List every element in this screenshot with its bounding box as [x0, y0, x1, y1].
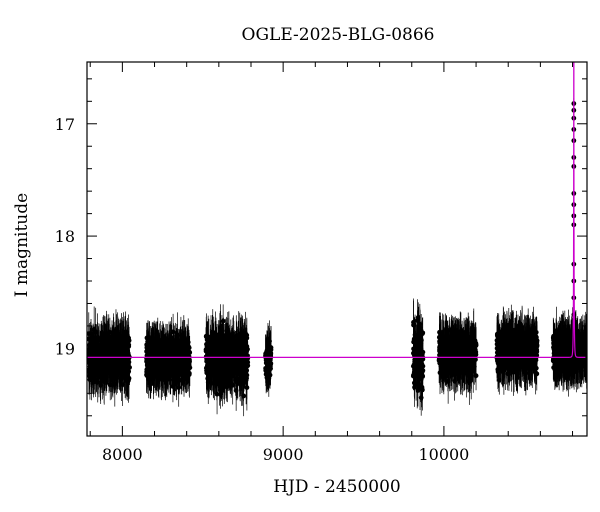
data-point	[114, 329, 120, 335]
data-point	[166, 362, 172, 368]
data-point	[121, 359, 127, 365]
data-point	[95, 369, 101, 374]
data-point	[102, 337, 108, 343]
data-point	[186, 363, 192, 369]
data-point	[156, 377, 162, 383]
data-point	[154, 352, 160, 358]
data-point	[179, 372, 185, 378]
data-point	[87, 360, 92, 365]
data-point	[90, 345, 96, 351]
data-point	[114, 364, 120, 370]
data-point	[208, 335, 214, 341]
data-point	[268, 350, 274, 356]
y-tick-label: 18	[55, 227, 75, 246]
data-point	[91, 355, 96, 361]
data-point	[227, 359, 233, 365]
data-point	[106, 366, 112, 371]
data-point	[243, 347, 249, 353]
data-point	[214, 344, 219, 350]
data-point	[176, 385, 182, 390]
data-point	[223, 360, 229, 366]
data-point	[87, 352, 93, 358]
data-point	[169, 351, 174, 357]
data-point	[265, 347, 271, 353]
data-point	[240, 343, 246, 349]
data-point	[236, 360, 242, 366]
data-point	[419, 363, 425, 369]
data-point	[266, 368, 272, 374]
data-point	[120, 339, 126, 345]
data-point	[149, 363, 155, 369]
data-point	[173, 371, 179, 377]
data-point	[413, 381, 419, 387]
data-point	[209, 361, 214, 366]
data-point	[107, 382, 113, 388]
x-tick-label: 8000	[102, 445, 143, 464]
data-point	[411, 339, 417, 345]
y-tick-label: 19	[55, 339, 75, 358]
data-point	[114, 369, 120, 375]
data-point	[185, 358, 191, 363]
data-point	[204, 364, 210, 370]
data-point	[144, 359, 149, 364]
data-point	[420, 330, 426, 336]
data-point	[94, 359, 100, 365]
data-point	[153, 357, 159, 363]
data-points	[87, 97, 587, 417]
data-point	[89, 337, 95, 342]
data-point	[241, 363, 247, 369]
data-point	[417, 321, 423, 327]
data-point	[89, 375, 94, 380]
data-point	[105, 341, 111, 347]
data-point	[175, 333, 181, 339]
data-point	[217, 383, 223, 389]
data-point	[410, 363, 416, 369]
x-tick-label: 9000	[263, 445, 304, 464]
data-point	[178, 344, 184, 350]
data-point	[418, 395, 424, 401]
data-point	[125, 374, 131, 380]
data-point	[113, 345, 119, 351]
data-point	[204, 348, 209, 354]
chart-title: OGLE-2025-BLG-0866	[242, 25, 435, 45]
axis-ticks: 8000 9000 10000 17 18 19	[55, 62, 587, 464]
data-point	[244, 375, 249, 381]
data-point	[124, 369, 129, 374]
data-point	[162, 359, 168, 365]
data-point	[151, 368, 156, 374]
y-tick-label: 17	[55, 115, 75, 134]
data-point	[418, 351, 424, 357]
y-axis-label: I magnitude	[12, 193, 32, 297]
data-point	[212, 352, 218, 358]
x-tick-label: 10000	[418, 445, 469, 464]
data-point	[415, 341, 421, 347]
data-point	[109, 346, 115, 352]
data-point	[181, 363, 186, 369]
data-point	[233, 388, 239, 393]
data-point	[222, 377, 227, 383]
x-axis-label: HJD - 2450000	[273, 477, 401, 497]
data-point	[233, 360, 239, 366]
data-point	[117, 339, 123, 345]
